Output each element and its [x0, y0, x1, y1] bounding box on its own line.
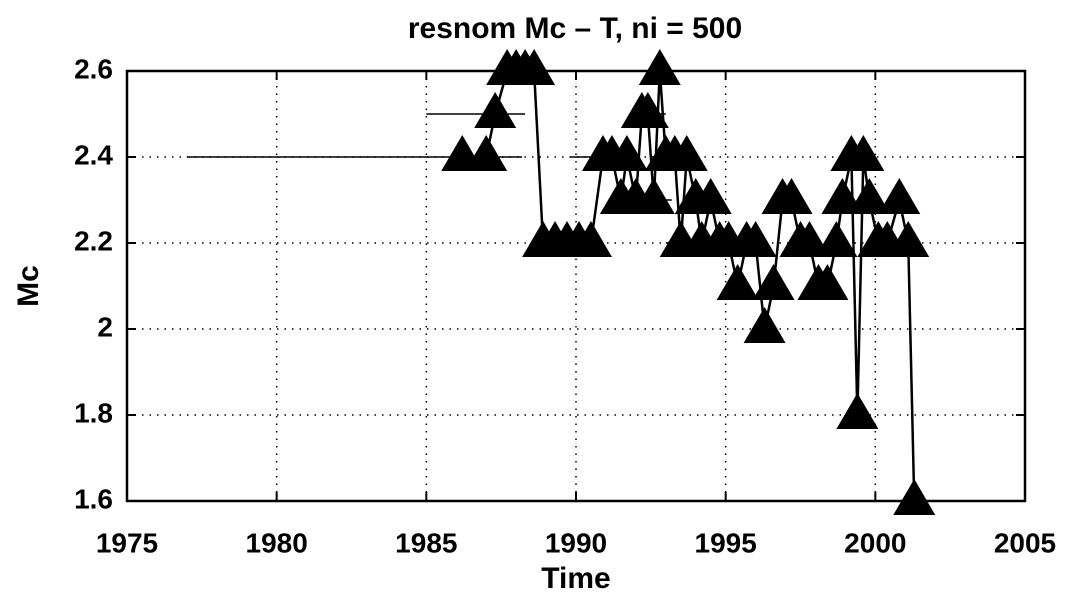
triangle-marker	[605, 135, 648, 171]
triangle-marker	[638, 49, 681, 85]
triangle-marker	[821, 178, 864, 214]
x-axis-label: Time	[541, 562, 610, 595]
y-tick-label: 1.6	[74, 483, 113, 514]
triangle-marker	[788, 221, 831, 257]
triangle-marker	[842, 135, 885, 171]
triangle-marker	[887, 221, 930, 257]
y-tick-label: 2	[97, 311, 113, 342]
triangle-marker	[665, 135, 708, 171]
triangle-marker	[815, 221, 858, 257]
y-tick-label: 1.8	[74, 397, 113, 428]
triangle-marker	[743, 307, 786, 343]
triangle-marker	[474, 92, 517, 128]
chart-title: resnom Mc – T, ni = 500	[408, 12, 742, 45]
y-axis-label: Mc	[12, 265, 45, 307]
triangle-marker	[752, 264, 795, 300]
triangle-marker	[626, 92, 669, 128]
y-tick-label: 2.6	[74, 53, 113, 84]
triangle-marker	[513, 49, 556, 85]
y-tick-label: 2.4	[74, 139, 113, 170]
plot-frame	[125, 69, 1027, 503]
triangle-marker	[848, 178, 891, 214]
triangle-marker	[770, 178, 813, 214]
x-tick-label: 1975	[96, 527, 158, 558]
x-tick-label: 1990	[545, 527, 607, 558]
x-tick-label: 1995	[695, 527, 757, 558]
triangle-marker	[806, 264, 849, 300]
data-line	[462, 69, 916, 502]
x-tick-label: 2000	[844, 527, 906, 558]
triangle-marker	[878, 178, 921, 214]
triangle-marker	[569, 221, 612, 257]
triangle-marker	[689, 178, 732, 214]
y-tick-label: 2.2	[74, 225, 113, 256]
x-tick-label: 2005	[994, 527, 1056, 558]
triangle-marker	[716, 264, 759, 300]
triangle-marker	[893, 479, 936, 515]
x-tick-label: 1980	[246, 527, 308, 558]
triangle-marker	[632, 178, 675, 214]
triangle-marker	[836, 393, 879, 429]
triangle-marker	[734, 221, 777, 257]
triangle-marker	[465, 135, 508, 171]
x-tick-label: 1985	[395, 527, 457, 558]
